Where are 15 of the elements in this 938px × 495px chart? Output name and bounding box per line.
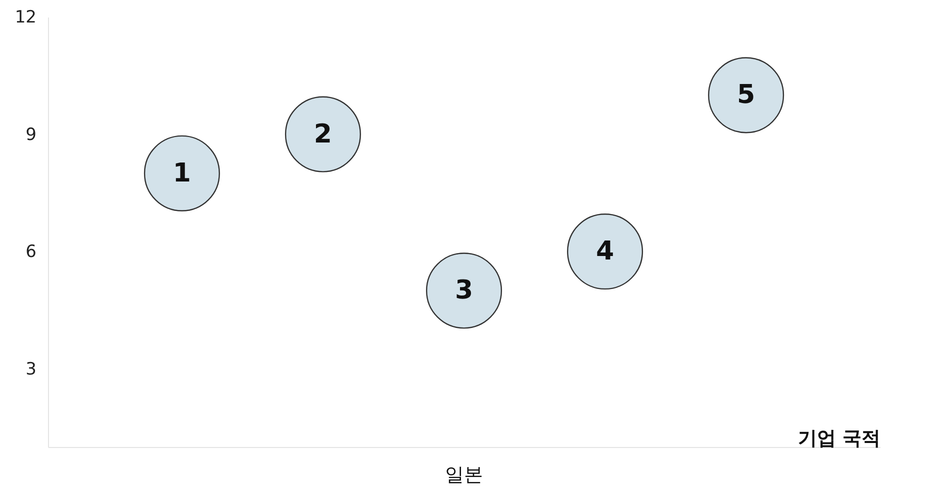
x-axis-title: 기업 국적 [798, 428, 880, 450]
x-tick-label: 2 [314, 119, 332, 150]
text: 일본 [445, 464, 483, 486]
point [426, 252, 502, 329]
y-tick-label: 6 [26, 242, 36, 262]
x-tick-label: 5 [736, 80, 756, 110]
point [567, 214, 644, 290]
x-tick-label: 4 [596, 236, 614, 267]
y-tick-label: 9 [26, 124, 36, 145]
point [144, 135, 220, 212]
y-tick-label: 12 [14, 8, 36, 28]
y-tick-label: 3 [26, 359, 36, 380]
point [708, 57, 784, 134]
point [284, 96, 361, 172]
x-tick-label: 1 [172, 158, 192, 188]
